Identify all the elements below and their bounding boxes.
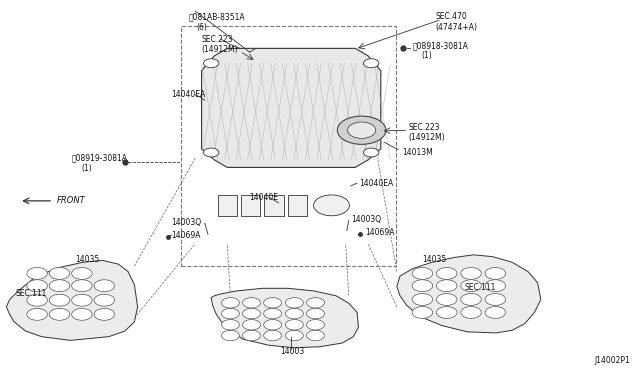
Circle shape (264, 308, 282, 319)
Text: (1): (1) (421, 51, 432, 60)
Circle shape (27, 294, 47, 306)
Circle shape (49, 294, 70, 306)
Text: SEC.223: SEC.223 (202, 35, 233, 44)
Circle shape (364, 148, 379, 157)
Polygon shape (397, 255, 541, 333)
Circle shape (243, 298, 260, 308)
Circle shape (72, 280, 92, 292)
Circle shape (221, 320, 239, 330)
Circle shape (461, 267, 481, 279)
Circle shape (264, 330, 282, 341)
Text: SEC.223: SEC.223 (408, 123, 440, 132)
Text: (14912M): (14912M) (408, 133, 445, 142)
Circle shape (461, 307, 481, 318)
Text: 14069A: 14069A (172, 231, 201, 240)
Circle shape (307, 308, 324, 319)
Text: 14040EA: 14040EA (172, 90, 206, 99)
Circle shape (264, 298, 282, 308)
Bar (241, 195, 260, 216)
Circle shape (27, 280, 47, 292)
Text: 14013M: 14013M (402, 148, 433, 157)
Circle shape (436, 267, 457, 279)
Text: 14035: 14035 (76, 255, 100, 264)
Circle shape (27, 308, 47, 320)
Circle shape (285, 320, 303, 330)
Text: Ⓝ08919-3081A: Ⓝ08919-3081A (72, 154, 128, 163)
Circle shape (337, 116, 386, 144)
Circle shape (221, 298, 239, 308)
Polygon shape (6, 260, 138, 340)
Text: 14003: 14003 (280, 347, 305, 356)
Circle shape (485, 307, 506, 318)
Circle shape (204, 59, 219, 68)
Circle shape (72, 308, 92, 320)
Circle shape (285, 298, 303, 308)
Circle shape (49, 267, 70, 279)
Circle shape (314, 195, 349, 216)
Circle shape (243, 320, 260, 330)
Circle shape (364, 59, 379, 68)
Text: 14040E: 14040E (250, 193, 278, 202)
Circle shape (412, 307, 433, 318)
Text: (1): (1) (81, 164, 92, 173)
Circle shape (221, 330, 239, 341)
Text: Ⓑ081AB-8351A: Ⓑ081AB-8351A (189, 12, 245, 21)
Circle shape (204, 148, 219, 157)
Text: FRONT: FRONT (56, 196, 85, 205)
Circle shape (49, 280, 70, 292)
Bar (181, 26, 396, 266)
Circle shape (27, 267, 47, 279)
Circle shape (285, 308, 303, 319)
Text: 14040EA: 14040EA (360, 179, 394, 187)
Text: SEC.111: SEC.111 (16, 289, 47, 298)
Text: 14003Q: 14003Q (172, 218, 202, 227)
Circle shape (221, 308, 239, 319)
Circle shape (94, 308, 115, 320)
Polygon shape (202, 48, 381, 167)
Circle shape (243, 330, 260, 341)
Circle shape (412, 280, 433, 292)
Polygon shape (211, 288, 358, 348)
Circle shape (436, 280, 457, 292)
Text: 14003Q: 14003Q (351, 215, 381, 224)
Circle shape (461, 294, 481, 305)
Circle shape (436, 294, 457, 305)
Circle shape (485, 294, 506, 305)
Bar (218, 195, 237, 216)
Text: (47474+A): (47474+A) (435, 23, 477, 32)
Circle shape (412, 267, 433, 279)
Text: 14069A: 14069A (365, 228, 394, 237)
Circle shape (412, 294, 433, 305)
Circle shape (94, 294, 115, 306)
Text: SEC.470: SEC.470 (435, 12, 467, 21)
Text: Ⓝ08918-3081A: Ⓝ08918-3081A (413, 41, 468, 50)
Text: (14912M): (14912M) (202, 45, 238, 54)
Circle shape (436, 307, 457, 318)
Circle shape (461, 280, 481, 292)
Circle shape (72, 267, 92, 279)
Circle shape (485, 267, 506, 279)
Circle shape (72, 294, 92, 306)
Circle shape (307, 298, 324, 308)
Circle shape (485, 280, 506, 292)
Circle shape (264, 320, 282, 330)
Text: (6): (6) (196, 23, 207, 32)
Bar (288, 195, 307, 216)
Circle shape (307, 320, 324, 330)
Circle shape (94, 280, 115, 292)
Text: 14035: 14035 (422, 255, 447, 264)
Circle shape (348, 122, 376, 138)
Text: J14002P1: J14002P1 (595, 356, 630, 365)
Bar (264, 195, 284, 216)
Text: SEC.111: SEC.111 (465, 283, 496, 292)
Circle shape (285, 330, 303, 341)
Circle shape (243, 308, 260, 319)
Circle shape (49, 308, 70, 320)
Circle shape (307, 330, 324, 341)
